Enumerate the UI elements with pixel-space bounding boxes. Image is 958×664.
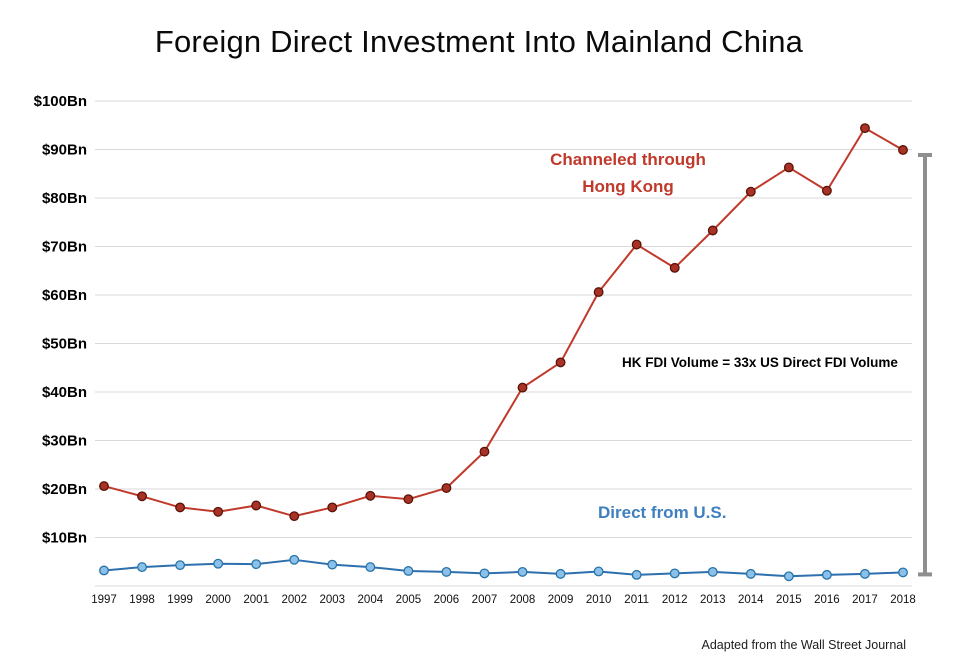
x-tick-label: 2009 [548, 594, 574, 606]
y-tick-label: $40Bn [42, 384, 87, 401]
data-point [441, 483, 452, 493]
x-tick-label: 2004 [358, 594, 384, 606]
data-point [327, 502, 338, 513]
series-label-us: Direct from U.S. [598, 503, 727, 522]
data-point [175, 560, 186, 571]
x-tick-label: 2001 [243, 594, 269, 606]
y-tick-label: $100Bn [34, 93, 87, 110]
x-tick-label: 2003 [319, 594, 345, 606]
data-point [707, 225, 718, 236]
y-tick-label: $90Bn [42, 142, 87, 159]
gridlines [95, 100, 912, 587]
series-line [103, 127, 904, 518]
y-tick-label: $70Bn [42, 239, 87, 256]
data-point [669, 262, 680, 273]
data-point [289, 554, 300, 565]
data-point [403, 494, 414, 505]
data-point [441, 566, 452, 577]
data-point [213, 558, 224, 569]
data-point [555, 357, 566, 368]
data-point [669, 568, 680, 579]
x-tick-label: 2007 [472, 594, 498, 606]
y-tick-label: $60Bn [42, 287, 87, 304]
data-point [365, 490, 376, 501]
x-tick-label: 2005 [396, 594, 422, 606]
annotation-ratio: HK FDI Volume = 33x US Direct FDI Volume [622, 355, 898, 370]
data-point [593, 566, 604, 577]
x-tick-label: 1997 [91, 594, 117, 606]
series-label-hongkong: Channeled through Hong Kong [508, 146, 748, 200]
series-hongkong [99, 123, 908, 522]
x-tick-label: 2006 [434, 594, 460, 606]
y-tick-label: $50Bn [42, 336, 87, 353]
series-label-hongkong-line1: Channeled through [550, 150, 706, 169]
x-tick-label: 2016 [814, 594, 840, 606]
x-tick-label: 2011 [624, 594, 649, 606]
source-note: Adapted from the Wall Street Journal [701, 638, 907, 652]
data-point [555, 568, 566, 579]
series-line [103, 558, 904, 578]
data-point [327, 559, 338, 570]
data-point [821, 185, 832, 196]
data-point [479, 568, 490, 579]
data-point [213, 506, 224, 517]
data-point [860, 568, 870, 579]
chart-title: Foreign Direct Investment Into Mainland … [154, 24, 804, 59]
data-point [517, 382, 528, 393]
x-tick-label: 2000 [205, 594, 231, 606]
x-tick-label: 2013 [700, 594, 726, 606]
data-point [251, 559, 262, 570]
data-point [631, 569, 642, 580]
data-point [289, 511, 300, 522]
data-point [860, 123, 870, 134]
data-point [745, 568, 756, 579]
range-bracket [918, 152, 932, 577]
data-point [175, 502, 186, 513]
x-tick-label: 1998 [129, 594, 155, 606]
y-tick-label: $30Bn [42, 433, 87, 450]
data-point [137, 562, 147, 573]
series-us [99, 554, 908, 582]
x-tick-label: 2017 [852, 594, 878, 606]
data-point [745, 186, 756, 197]
y-tick-label: $20Bn [42, 481, 87, 498]
data-point [517, 566, 528, 577]
x-axis-labels: 1997 1998 1999 2000 2001 2002 2003 2004 2005 2006… [91, 594, 916, 606]
data-point [365, 562, 376, 573]
x-tick-label: 2018 [890, 594, 916, 606]
data-point [631, 239, 642, 250]
y-tick-label: $10Bn [42, 530, 87, 547]
data-point [99, 481, 109, 492]
x-tick-label: 1999 [167, 594, 193, 606]
data-point [403, 566, 414, 576]
data-point [783, 571, 794, 582]
x-tick-label: 2002 [281, 594, 307, 606]
data-point [99, 565, 109, 576]
y-tick-label: $80Bn [42, 190, 87, 207]
data-point [707, 566, 718, 577]
data-point [898, 567, 908, 578]
x-tick-label: 2014 [738, 594, 764, 606]
data-point [783, 162, 794, 173]
x-tick-label: 2015 [776, 594, 802, 606]
x-tick-label: 2008 [510, 594, 536, 606]
y-axis-labels: $100Bn $90Bn $80Bn $70Bn $60Bn $50Bn $40Bn $30B… [34, 93, 87, 547]
data-point [593, 287, 604, 298]
data-point [251, 500, 262, 511]
data-point [479, 446, 490, 457]
x-tick-label: 2012 [662, 594, 688, 606]
data-point [821, 569, 832, 580]
data-point [898, 145, 908, 155]
series-label-hongkong-line2: Hong Kong [582, 177, 674, 197]
x-tick-label: 2010 [586, 594, 612, 606]
data-point [137, 491, 147, 502]
